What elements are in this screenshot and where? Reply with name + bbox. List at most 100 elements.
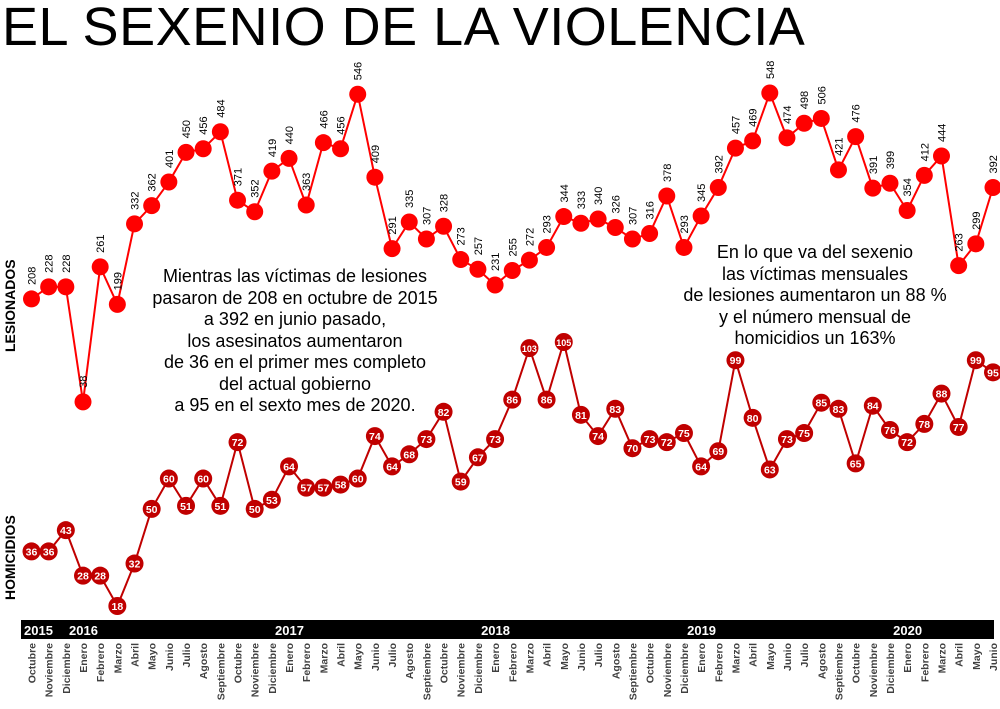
lesionados-data-label: 307 xyxy=(421,207,433,225)
month-tick-label: Marzo xyxy=(936,643,948,673)
homicidios-point xyxy=(898,433,917,452)
homicidios-data-label: 99 xyxy=(970,355,982,367)
lesionados-data-label: 316 xyxy=(645,201,657,219)
homicidios-data-label: 53 xyxy=(266,495,278,507)
lesionados-point xyxy=(829,161,847,179)
lesionados-point xyxy=(744,132,762,150)
homicidios-data-label: 28 xyxy=(94,571,106,583)
homicidios-point xyxy=(348,469,367,488)
month-tick-label: Abril xyxy=(336,643,348,667)
homicidios-data-label: 65 xyxy=(850,458,862,470)
homicidios-data-label: 103 xyxy=(522,344,537,354)
homicidios-point xyxy=(22,542,41,561)
month-tick-label: Noviembre xyxy=(868,643,880,697)
month-tick-label: Noviembre xyxy=(662,643,674,697)
lesionados-point xyxy=(314,134,332,152)
homicidios-data-label: 60 xyxy=(163,474,175,486)
annotation-line: homicidios un 163% xyxy=(734,328,896,348)
homicidios-data-label: 86 xyxy=(541,395,553,407)
homicidios-data-label: 18 xyxy=(112,601,124,613)
homicidios-data-label: 43 xyxy=(60,525,72,537)
annotation-line: del actual gobierno xyxy=(218,373,372,394)
lesionados-point xyxy=(984,178,1000,196)
lesionados-point xyxy=(898,202,916,220)
month-tick-label: Junio xyxy=(164,643,176,671)
homicidios-point xyxy=(537,390,556,409)
homicidios-point xyxy=(91,566,110,585)
homicidios-point xyxy=(760,460,779,479)
lesionados-data-label: 450 xyxy=(181,120,193,138)
annotation-line: a 392 en junio pasado, xyxy=(203,309,387,329)
lesionados-point xyxy=(400,213,418,231)
lesionados-data-label: 392 xyxy=(988,155,1000,173)
lesionados-point xyxy=(452,251,470,269)
homicidios-point xyxy=(297,478,316,497)
homicidios-data-label: 77 xyxy=(953,422,965,434)
lesionados-data-label: 506 xyxy=(816,86,828,104)
homicidios-point xyxy=(56,521,75,540)
homicidios-point xyxy=(554,333,573,351)
homicidios-data-label: 73 xyxy=(421,434,433,446)
lesionados-data-label: 409 xyxy=(370,145,382,163)
lesionados-data-label: 421 xyxy=(833,138,845,156)
month-tick-label: Julio xyxy=(593,643,605,668)
lesionados-data-label: 466 xyxy=(318,110,330,128)
month-tick-label: Noviembre xyxy=(250,643,262,697)
lesionados-data-label: 263 xyxy=(954,233,966,251)
homicidios-data-label: 84 xyxy=(867,401,879,413)
month-tick-label: Octubre xyxy=(439,643,451,683)
annotation-left: Mientras las víctimas de lesiones pasaro… xyxy=(140,266,450,417)
homicidios-point xyxy=(777,430,796,449)
lesionados-data-label: 363 xyxy=(301,173,313,191)
homicidios-data-label: 74 xyxy=(592,431,604,443)
month-tick-label: Marzo xyxy=(112,643,124,673)
homicidios-point xyxy=(39,542,58,561)
lesionados-point xyxy=(915,166,933,184)
month-tick-label: Enero xyxy=(78,643,90,673)
month-tick-label: Octubre xyxy=(27,643,39,683)
year-label: 2017 xyxy=(275,623,304,638)
homicidios-point xyxy=(211,496,230,515)
lesionados-data-label: 340 xyxy=(593,187,605,205)
homicidios-data-label: 82 xyxy=(438,407,450,419)
homicidios-data-label: 28 xyxy=(77,571,89,583)
month-tick-label: Octubre xyxy=(645,643,657,683)
homicidios-point xyxy=(795,424,814,443)
lesionados-point xyxy=(246,203,264,221)
homicidios-point xyxy=(245,499,264,518)
lesionados-point xyxy=(795,114,813,132)
homicidios-point xyxy=(743,408,762,427)
month-tick-label: Agosto xyxy=(404,643,416,679)
month-tick-label: Marzo xyxy=(318,643,330,673)
month-tick-label: Diciembre xyxy=(267,643,279,694)
lesionados-data-label: 293 xyxy=(542,215,554,233)
homicidios-data-label: 51 xyxy=(180,501,192,513)
homicidios-point xyxy=(571,405,590,424)
homicidios-data-label: 75 xyxy=(798,428,810,440)
homicidios-data-label: 75 xyxy=(678,428,690,440)
lesionados-point xyxy=(211,123,229,141)
lesionados-point xyxy=(126,215,144,233)
lesionados-point xyxy=(332,140,350,158)
homicidios-point xyxy=(520,339,539,358)
homicidios-data-label: 70 xyxy=(627,443,639,455)
annotation-line: de lesiones aumentaron un 88 % xyxy=(683,285,947,305)
month-tick-label: Febrero xyxy=(713,643,725,682)
annotation-line: pasaron de 208 en octubre de 2015 xyxy=(152,287,438,308)
homicidios-data-label: 80 xyxy=(747,413,759,425)
lesionados-data-label: 273 xyxy=(456,227,468,245)
lesionados-point xyxy=(847,128,865,146)
lesionados-data-label: 444 xyxy=(936,124,948,142)
month-tick-label: Enero xyxy=(696,643,708,673)
homicidios-point xyxy=(589,427,608,446)
lesionados-data-label: 391 xyxy=(868,156,880,174)
month-tick-label: Septiembre xyxy=(421,643,433,700)
year-label: 2015 xyxy=(24,623,53,638)
lesionados-point xyxy=(778,129,796,147)
homicidios-point xyxy=(383,457,402,476)
homicidios-data-label: 50 xyxy=(249,504,261,516)
lesionados-data-label: 456 xyxy=(336,116,348,134)
homicidios-point xyxy=(468,448,487,467)
homicidios-point xyxy=(486,430,505,449)
homicidios-data-label: 60 xyxy=(197,474,209,486)
